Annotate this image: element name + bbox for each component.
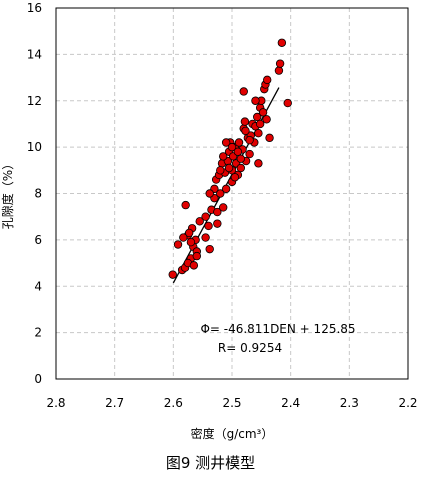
data-point bbox=[186, 237, 196, 247]
data-point bbox=[213, 219, 222, 228]
data-point bbox=[254, 159, 263, 168]
tick-labels: 2.8 2.7 2.6 2.5 2.4 2.3 2.2 0 2 4 6 8 10 12 14 16 bbox=[27, 1, 418, 410]
data-point bbox=[173, 240, 183, 249]
x-tick-label: 2.4 bbox=[281, 396, 300, 410]
data-point bbox=[181, 200, 190, 210]
data-point bbox=[253, 112, 262, 122]
data-point bbox=[168, 270, 177, 279]
data-point bbox=[179, 233, 188, 242]
y-tick-label: 12 bbox=[27, 94, 42, 108]
x-tick-label: 2.6 bbox=[164, 396, 183, 410]
data-point bbox=[241, 126, 250, 136]
data-point bbox=[265, 133, 274, 143]
regression-equation: Φ= -46.811DEN + 125.85 bbox=[200, 322, 355, 336]
data-point bbox=[236, 163, 245, 173]
y-tick-label: 6 bbox=[34, 233, 42, 247]
data-point bbox=[274, 66, 284, 75]
y-tick-label: 14 bbox=[27, 47, 42, 61]
data-point bbox=[221, 184, 231, 194]
y-tick-label: 8 bbox=[34, 187, 42, 201]
data-point bbox=[204, 221, 213, 231]
x-tick-label: 2.5 bbox=[222, 396, 241, 410]
data-point bbox=[184, 228, 194, 238]
data-point bbox=[205, 244, 214, 254]
scatter-chart: 2.8 2.7 2.6 2.5 2.4 2.3 2.2 0 2 4 6 8 10 12 14 16 Φ= -4… bbox=[0, 1, 418, 441]
y-tick-label: 4 bbox=[34, 279, 42, 293]
data-points bbox=[168, 38, 292, 279]
data-point bbox=[236, 154, 245, 163]
y-tick-label: 16 bbox=[27, 1, 42, 15]
data-point bbox=[227, 142, 237, 152]
data-point bbox=[216, 189, 225, 198]
data-point bbox=[234, 138, 244, 147]
y-tick-label: 2 bbox=[34, 326, 42, 340]
data-point bbox=[192, 251, 201, 261]
data-point bbox=[251, 96, 260, 105]
data-point bbox=[205, 189, 214, 198]
x-axis-title: 密度（g/cm³） bbox=[191, 426, 274, 441]
data-point bbox=[189, 261, 199, 270]
figure-caption: 图9 测井模型 bbox=[165, 454, 256, 472]
data-point bbox=[195, 217, 204, 226]
data-point bbox=[201, 233, 210, 242]
data-point bbox=[245, 149, 254, 159]
data-point bbox=[262, 115, 271, 124]
y-tick-label: 10 bbox=[27, 140, 42, 154]
data-point bbox=[213, 207, 222, 217]
plot-area-frame bbox=[55, 7, 409, 380]
y-tick-label: 0 bbox=[34, 372, 42, 386]
x-tick-label: 2.2 bbox=[398, 396, 417, 410]
data-point bbox=[218, 203, 228, 212]
data-point bbox=[283, 98, 292, 108]
data-point bbox=[258, 108, 268, 117]
data-point bbox=[254, 129, 263, 138]
x-tick-label: 2.8 bbox=[46, 396, 65, 410]
data-point bbox=[245, 135, 254, 145]
data-point bbox=[201, 212, 210, 221]
data-point bbox=[263, 75, 272, 85]
y-axis-title: 孔隙度（%） bbox=[0, 158, 15, 229]
data-point bbox=[255, 119, 265, 129]
data-point bbox=[275, 59, 285, 68]
data-point bbox=[224, 163, 234, 173]
x-tick-label: 2.3 bbox=[340, 396, 359, 410]
x-tick-label: 2.7 bbox=[105, 396, 124, 410]
data-point bbox=[221, 138, 231, 147]
data-point bbox=[216, 166, 225, 175]
correlation-coefficient: R= 0.9254 bbox=[218, 341, 282, 355]
data-point bbox=[218, 152, 228, 161]
data-point bbox=[230, 173, 240, 182]
data-point bbox=[233, 147, 243, 156]
data-point bbox=[240, 117, 250, 126]
data-point bbox=[277, 38, 287, 47]
data-point bbox=[239, 87, 248, 96]
